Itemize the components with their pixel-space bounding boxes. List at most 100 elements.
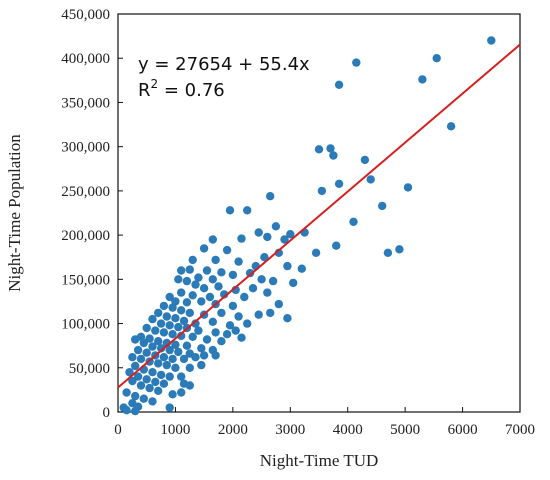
data-point <box>225 206 235 215</box>
data-point <box>188 291 197 300</box>
data-point <box>165 321 174 330</box>
data-point <box>403 183 413 192</box>
x-tick-label: 3000 <box>275 422 305 438</box>
data-point <box>191 353 200 362</box>
data-point <box>314 145 324 154</box>
r-squared-label: R2 = 0.76 <box>138 77 225 101</box>
data-point <box>266 192 275 201</box>
y-tick-label: 250,000 <box>61 184 110 200</box>
data-point <box>197 344 206 353</box>
y-tick-label: 0 <box>103 405 111 421</box>
data-point <box>179 354 189 364</box>
data-point <box>177 266 186 275</box>
y-tick-label: 200,000 <box>61 228 110 244</box>
data-point <box>383 248 393 257</box>
data-point <box>148 314 157 324</box>
data-point <box>332 241 341 250</box>
data-point <box>217 308 226 318</box>
data-point <box>446 122 456 131</box>
data-point <box>311 248 321 257</box>
data-point <box>171 314 180 323</box>
data-point <box>165 403 174 412</box>
data-point <box>199 351 209 360</box>
data-point <box>145 383 154 393</box>
x-axis-ticks: 0 1000 2000 3000 4000 5000 6000 7000 <box>114 407 535 438</box>
data-point <box>194 273 203 282</box>
data-point <box>418 75 427 84</box>
data-point <box>122 388 131 397</box>
data-point <box>185 381 194 390</box>
data-point <box>177 372 186 381</box>
data-point <box>222 245 232 255</box>
data-point <box>177 288 186 297</box>
data-point <box>366 175 375 184</box>
data-point <box>174 275 183 284</box>
data-point <box>228 270 238 280</box>
data-point <box>202 335 212 344</box>
data-point <box>222 330 232 339</box>
data-point <box>197 360 206 370</box>
data-point <box>185 308 194 318</box>
data-point <box>177 388 186 397</box>
data-point <box>182 341 192 350</box>
data-point <box>217 337 226 346</box>
data-point <box>271 222 281 231</box>
data-point <box>168 330 177 339</box>
data-point <box>199 284 209 293</box>
data-point <box>329 151 338 160</box>
data-point <box>334 80 344 90</box>
data-point <box>139 338 148 348</box>
data-point <box>174 322 183 332</box>
data-point <box>142 348 151 357</box>
data-point <box>360 155 370 165</box>
data-point <box>154 359 163 368</box>
data-point <box>283 261 292 271</box>
data-point <box>182 298 192 307</box>
data-point <box>234 312 243 321</box>
data-point <box>243 206 252 215</box>
data-point <box>228 301 238 311</box>
data-point <box>211 328 220 337</box>
data-point <box>349 217 358 226</box>
data-point <box>283 314 292 323</box>
data-point <box>257 275 266 284</box>
data-point <box>145 334 154 343</box>
data-point <box>297 264 306 273</box>
data-point <box>162 312 171 321</box>
data-point <box>208 235 217 244</box>
x-tick-label: 7000 <box>505 422 535 438</box>
x-tick-label: 1000 <box>160 422 190 438</box>
data-point <box>154 308 163 318</box>
data-point <box>177 306 186 315</box>
data-point <box>231 326 240 335</box>
data-point <box>208 317 217 326</box>
data-point <box>148 342 157 351</box>
data-point <box>245 268 255 278</box>
data-point <box>254 228 263 237</box>
data-point <box>128 353 137 362</box>
data-point <box>159 301 169 311</box>
y-axis-ticks: 0 50,000 100,000 150,000 200,000 250,000 300,0… <box>61 7 123 421</box>
x-tick-label: 0 <box>114 422 122 438</box>
regression-line <box>117 43 521 389</box>
data-point <box>171 340 180 349</box>
data-point <box>487 36 496 45</box>
data-point <box>165 345 174 355</box>
y-tick-label: 100,000 <box>61 317 110 333</box>
data-point <box>156 319 166 328</box>
data-point <box>205 292 215 302</box>
data-point <box>263 288 272 297</box>
y-tick-label: 150,000 <box>61 272 110 288</box>
y-tick-label: 350,000 <box>61 95 110 111</box>
data-point <box>151 326 160 335</box>
x-axis-title: Night-Time TUD <box>260 451 379 470</box>
data-point <box>214 282 223 291</box>
x-tick-label: 4000 <box>333 422 363 438</box>
x-tick-label: 5000 <box>390 422 420 438</box>
data-point <box>151 377 160 387</box>
data-point <box>274 248 283 257</box>
data-point <box>174 347 183 357</box>
data-point <box>154 337 163 346</box>
data-point <box>263 232 272 242</box>
data-point <box>280 235 289 244</box>
